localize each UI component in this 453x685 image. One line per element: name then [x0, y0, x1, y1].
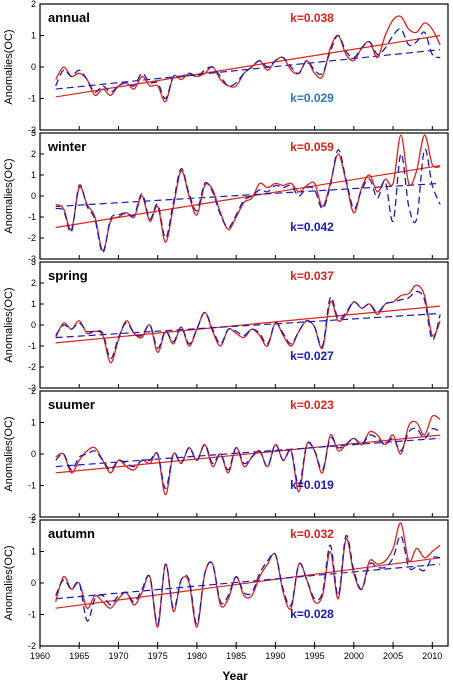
- series-group: [55, 522, 441, 628]
- panel-title: suumer: [48, 397, 95, 412]
- x-tick-label: 1965: [69, 651, 89, 661]
- trend-line-red: [55, 164, 441, 229]
- y-tick-label: 1: [31, 170, 36, 180]
- y-tick-label: 2: [31, 278, 36, 288]
- y-tick-label: 2: [31, 0, 36, 9]
- k-label-blue: k=0.028: [290, 607, 334, 621]
- panel-autumn: -2 -1 0 1 2 autumn k=0.032 k=0.028: [28, 515, 449, 651]
- x-tick-label: 2000: [344, 651, 364, 661]
- y-tick-label: 0: [31, 320, 36, 330]
- y-tick-label: 1: [31, 547, 36, 557]
- series-red: [55, 15, 441, 103]
- x-tick-label: 1985: [226, 651, 246, 661]
- panel-annual: -2 -1 0 1 2 annual k=0.038 k=0.029: [28, 0, 449, 135]
- series-blue: [55, 148, 441, 254]
- y-tick-label: -2: [28, 362, 36, 372]
- series-group: [55, 15, 441, 103]
- k-label-blue: k=0.042: [290, 220, 334, 234]
- y-tick-label: -1: [28, 212, 36, 222]
- y-tick-label: 2: [31, 515, 36, 525]
- trend-line-blue: [55, 182, 441, 208]
- y-tick-label: -2: [28, 641, 36, 651]
- series-blue: [55, 290, 441, 360]
- series-group: [55, 134, 441, 254]
- y-tick-label: -3: [28, 383, 36, 393]
- series-group: [55, 284, 441, 364]
- y-axis-labels: Anomalies(OC) Anomalies(OC) Anomalies(OC) A…: [3, 29, 15, 620]
- panel-title: winter: [47, 139, 86, 154]
- x-tick-label: 1995: [305, 651, 325, 661]
- x-tick-label: 1980: [187, 651, 207, 661]
- panel-frame: [39, 132, 449, 260]
- k-label-red: k=0.038: [290, 11, 334, 25]
- y-tick-label: 0: [31, 191, 36, 201]
- y-tick-label: 2: [31, 149, 36, 159]
- x-axis: 1960 1965 1970 1975 1980 1985 1990 1995 2000 2005…: [30, 646, 442, 661]
- panel-suumer: -2 -1 0 1 2 suumer k=0.023 k=0.019: [28, 386, 449, 522]
- panel-title: autumn: [48, 526, 95, 541]
- k-label-red: k=0.037: [290, 269, 334, 283]
- trend-line-red: [55, 34, 441, 98]
- trend-line-red: [55, 305, 441, 344]
- y-axis-title: Anomalies(OC): [3, 287, 15, 362]
- trend-line-blue: [55, 312, 441, 339]
- y-tick-label: 3: [31, 128, 36, 138]
- trend-line-blue: [55, 563, 441, 600]
- x-tick-label: 1975: [148, 651, 168, 661]
- panel-spring: -3 -2 -1 0 1 2 3 spring k=0.037 k=0.027: [28, 257, 449, 393]
- y-tick-label: -1: [28, 481, 36, 491]
- y-tick-label: -2: [28, 512, 36, 522]
- y-tick-label: -1: [28, 341, 36, 351]
- y-tick-label: 0: [31, 449, 36, 459]
- k-label-blue: k=0.019: [290, 478, 334, 492]
- x-tick-label: 2005: [383, 651, 403, 661]
- series-group: [55, 414, 441, 496]
- k-label-red: k=0.023: [290, 398, 334, 412]
- y-axis-title: Anomalies(OC): [3, 416, 15, 491]
- x-tick-label: 1990: [265, 651, 285, 661]
- k-label-red: k=0.032: [290, 527, 334, 541]
- y-tick-label: -2: [28, 233, 36, 243]
- y-tick-label: 1: [31, 31, 36, 41]
- trend-line-red: [55, 434, 441, 474]
- y-tick-label: -1: [28, 94, 36, 104]
- series-red: [55, 414, 441, 496]
- panel-winter: -3 -2 -1 0 1 2 3 winter k=0.059 k=0.042: [28, 128, 449, 264]
- k-label-blue: k=0.029: [290, 91, 334, 105]
- panel-title: annual: [48, 10, 90, 25]
- y-tick-label: 1: [31, 299, 36, 309]
- panels-group: -2 -1 0 1 2 annual k=0.038 k=0.029 -3 -2 -1 0 1 2 3 win…: [28, 0, 449, 651]
- y-tick-label: 0: [31, 62, 36, 72]
- k-label-red: k=0.059: [290, 140, 334, 154]
- y-tick-label: 2: [31, 386, 36, 396]
- y-tick-label: 1: [31, 418, 36, 428]
- y-tick-label: -3: [28, 254, 36, 264]
- x-axis-title: Year: [222, 669, 248, 683]
- trend-line-blue: [55, 437, 441, 468]
- panel-title: spring: [48, 268, 88, 283]
- y-axis-title: Anomalies(OC): [3, 158, 15, 233]
- series-blue: [55, 28, 441, 100]
- k-label-blue: k=0.027: [290, 349, 334, 363]
- y-tick-label: 3: [31, 257, 36, 267]
- trend-line-red: [55, 557, 441, 609]
- y-tick-label: -2: [28, 125, 36, 135]
- y-axis-title: Anomalies(OC): [3, 29, 15, 104]
- y-axis-title: Anomalies(OC): [3, 545, 15, 620]
- series-red: [55, 134, 441, 252]
- series-red: [55, 522, 441, 628]
- y-tick-label: 0: [31, 578, 36, 588]
- series-blue: [55, 535, 441, 625]
- x-tick-label: 2010: [422, 651, 442, 661]
- series-blue: [55, 427, 441, 490]
- x-tick-label: 1970: [108, 651, 128, 661]
- x-tick-label: 1960: [30, 651, 50, 661]
- y-tick-label: -1: [28, 610, 36, 620]
